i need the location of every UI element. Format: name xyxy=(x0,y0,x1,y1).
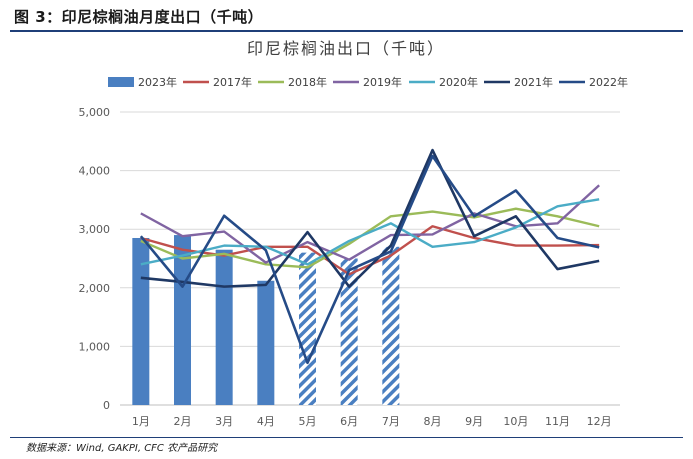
bar-2023 xyxy=(215,249,233,405)
x-tick-label: 4月 xyxy=(257,415,275,428)
x-tick-label: 11月 xyxy=(545,415,570,428)
x-tick-label: 3月 xyxy=(215,415,233,428)
legend-label: 2023年 xyxy=(138,75,177,89)
x-tick-label: 2月 xyxy=(174,415,192,428)
x-tick-label: 12月 xyxy=(587,415,612,428)
line-2019年 xyxy=(140,184,600,264)
legend-swatch xyxy=(108,77,134,87)
legend-label: 2018年 xyxy=(288,75,327,89)
legend-label: 2020年 xyxy=(439,75,478,89)
line-2021年 xyxy=(140,148,600,288)
x-tick-label: 7月 xyxy=(382,415,400,428)
line-series xyxy=(139,148,600,365)
header-divider xyxy=(10,30,683,32)
x-tick-label: 5月 xyxy=(299,415,317,428)
chart-grid xyxy=(120,111,620,406)
bar-2023 xyxy=(257,280,275,405)
y-tick-label: 3,000 xyxy=(79,223,111,236)
y-tick-label: 0 xyxy=(103,399,110,412)
x-tick-label: 10月 xyxy=(503,415,528,428)
x-tick-label: 9月 xyxy=(465,415,483,428)
y-tick-label: 4,000 xyxy=(79,165,111,178)
chart-legend: 2023年 2017年 2018年 2019年 2020年 2021年 2022年 xyxy=(108,75,628,89)
y-axis: 0 1,000 2,000 3,000 4,000 5,000 xyxy=(79,106,111,412)
legend-label: 2021年 xyxy=(514,75,553,89)
y-tick-label: 5,000 xyxy=(79,106,111,119)
figure-caption: 图 3：印尼棕榈油月度出口（千吨） xyxy=(14,8,264,26)
bar-series-2023 xyxy=(132,235,400,405)
source-note: 数据来源：Wind, GAKPI, CFC 农产品研究 xyxy=(26,443,218,454)
legend-label: 2017年 xyxy=(213,75,252,89)
bar-2023-forecast xyxy=(299,252,316,405)
line-2018年 xyxy=(140,207,600,269)
bar-2023 xyxy=(174,235,191,405)
footer-divider xyxy=(10,437,683,438)
y-tick-label: 1,000 xyxy=(79,340,111,353)
chart-title: 印尼棕榈油出口（千吨） xyxy=(247,39,445,58)
x-tick-label: 8月 xyxy=(424,415,442,428)
x-tick-label: 6月 xyxy=(340,415,358,428)
bar-2023-forecast xyxy=(382,246,400,405)
x-tick-label: 1月 xyxy=(132,415,150,428)
legend-label: 2019年 xyxy=(363,75,402,89)
y-tick-label: 2,000 xyxy=(79,282,111,295)
bar-2023-forecast xyxy=(340,258,358,405)
report-header: 图 3：印尼棕榈油月度出口（千吨） xyxy=(0,0,693,32)
line-2022年 xyxy=(139,154,600,365)
bar-2023 xyxy=(132,237,150,405)
legend-label: 2022年 xyxy=(589,75,628,89)
x-axis: 1月 2月 3月 4月 5月 6月 7月 8月 9月 10月 11月 12月 xyxy=(132,415,612,428)
